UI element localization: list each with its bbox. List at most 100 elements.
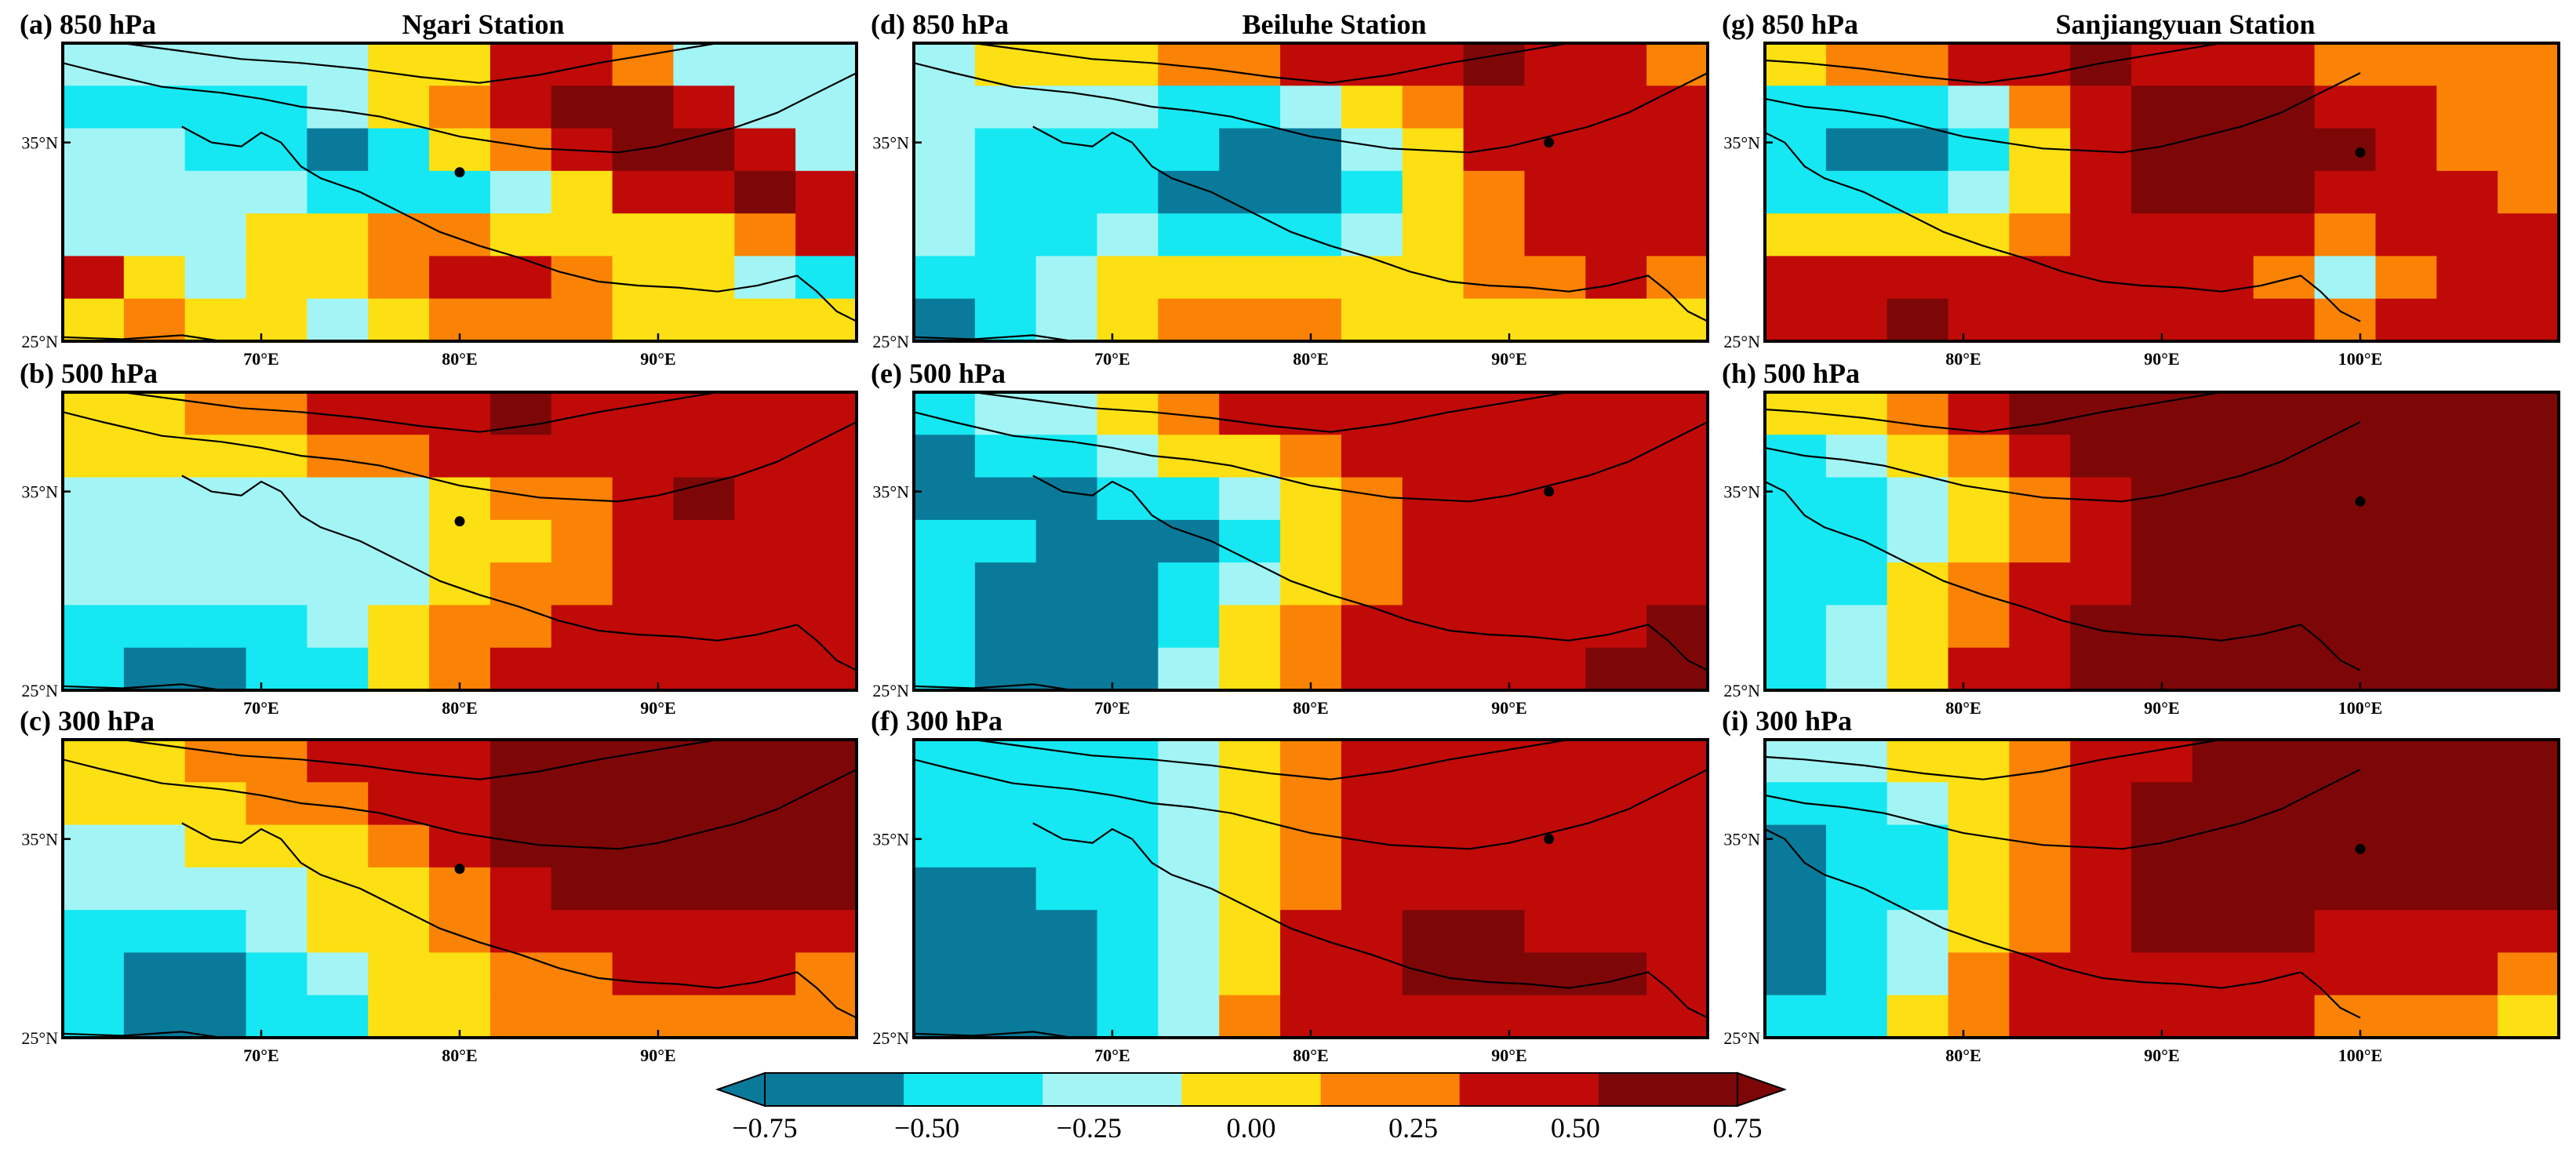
field-cell (1887, 740, 1949, 784)
colorbar-frame (764, 1072, 1738, 1107)
field-cell (184, 170, 247, 214)
field-cell (1402, 435, 1464, 478)
boundary-line (1032, 475, 1708, 671)
field-cell (551, 519, 613, 563)
field-cell (2253, 647, 2316, 690)
field-cell (1035, 952, 1098, 996)
field-cell (734, 562, 796, 606)
colorbar-min-arrow (715, 1071, 766, 1108)
field-cell (246, 824, 308, 868)
field-cell (63, 910, 125, 954)
field-cell (795, 256, 857, 300)
field-cell (368, 477, 430, 521)
field-cell (1219, 85, 1281, 129)
field-cell (2498, 477, 2559, 521)
field-cell (307, 298, 369, 341)
boundary-line (1765, 43, 2222, 84)
field-cell (2070, 995, 2132, 1038)
x-tick-label: 80°E (1945, 698, 1981, 718)
x-tick-label: 80°E (442, 349, 477, 369)
field-cell (429, 952, 491, 996)
field-cell (1219, 392, 1281, 436)
field-cell (2375, 740, 2438, 784)
field-cell (1280, 952, 1342, 996)
field-cell (1097, 170, 1159, 214)
field-cell (2498, 298, 2559, 341)
field-cell (246, 995, 308, 1038)
field-cell (2436, 647, 2498, 690)
field-cell (1219, 213, 1281, 257)
field-cell (1765, 213, 1827, 257)
field-cell (1948, 562, 2010, 606)
field-cell (1158, 605, 1221, 649)
field-cell (974, 952, 1037, 996)
field-cell (1825, 170, 1888, 214)
field-cell (1646, 562, 1708, 606)
field-cell (1158, 128, 1221, 172)
field-cell (1219, 256, 1281, 300)
field-cell (2314, 477, 2377, 521)
field-cell (2436, 85, 2498, 129)
field-cell (795, 85, 857, 129)
field-cell (1402, 213, 1464, 257)
field-cell (123, 562, 186, 606)
field-cell (2498, 170, 2559, 214)
field-cell (2436, 128, 2498, 172)
field-cell (1524, 435, 1587, 478)
field-cell (1765, 128, 1827, 172)
field-cell (1585, 910, 1647, 954)
x-tick-label: 70°E (1094, 1046, 1130, 1065)
field-cell (1463, 910, 1526, 954)
field-cell (612, 298, 675, 341)
field-cell (2375, 128, 2438, 172)
field-cell (123, 128, 186, 172)
field-cell (795, 392, 857, 436)
field-cell (914, 782, 976, 826)
field-cell (2498, 910, 2559, 954)
field-cell (1402, 392, 1464, 436)
field-cell (1887, 298, 1949, 341)
field-cell (123, 910, 186, 954)
field-cell (2314, 952, 2377, 996)
field-cell (1646, 910, 1708, 954)
field-cell (2436, 995, 2498, 1038)
field-cell (184, 256, 247, 300)
boundary-line (914, 758, 1708, 850)
field-cell (246, 952, 308, 996)
boundary-line (1032, 125, 1708, 322)
field-cell (1097, 213, 1159, 257)
field-cell (673, 782, 736, 826)
field-cell (974, 782, 1037, 826)
field-cell (1097, 562, 1159, 606)
field-cell (551, 435, 613, 478)
field-cell (2314, 910, 2377, 954)
field-cell (1097, 995, 1159, 1038)
field-cell (489, 256, 552, 300)
x-tick-label: 70°E (1094, 698, 1130, 718)
field-cell (1524, 740, 1587, 784)
field-cell (673, 435, 736, 478)
field-cell (1948, 298, 2010, 341)
x-tick-label: 90°E (2144, 349, 2179, 369)
panel-label: (e) 500 hPa (871, 358, 1006, 389)
correlation-field (63, 740, 857, 1038)
field-cell (974, 435, 1037, 478)
field-cell (2314, 85, 2377, 129)
field-cell (2070, 910, 2132, 954)
field-cell (673, 605, 736, 649)
field-cell (2192, 605, 2254, 649)
field-cell (2314, 647, 2377, 690)
field-cell (2253, 519, 2316, 563)
field-cell (2436, 562, 2498, 606)
field-cell (307, 824, 369, 868)
field-cell (429, 392, 491, 436)
field-cell (2253, 782, 2316, 826)
field-cell (2192, 867, 2254, 911)
field-cell (1948, 43, 2010, 87)
field-cell (368, 782, 430, 826)
y-tick-label: 25°N (21, 1028, 58, 1048)
field-cell (1341, 740, 1403, 784)
field-cell (63, 298, 125, 341)
field-cell (184, 519, 247, 563)
field-cell (1158, 910, 1221, 954)
